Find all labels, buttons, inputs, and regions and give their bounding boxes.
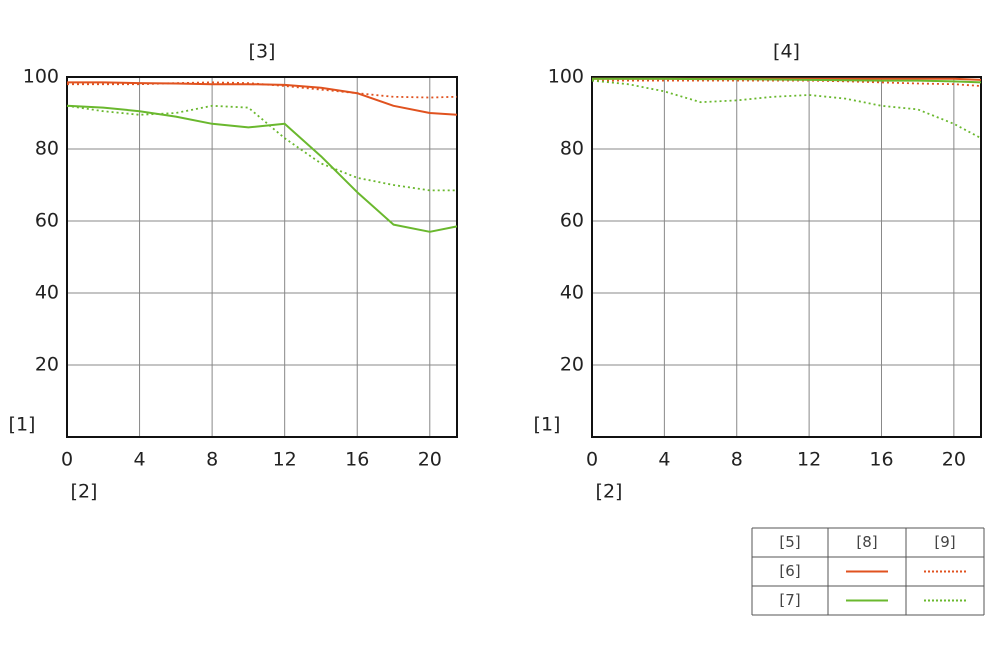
series-line xyxy=(66,104,458,233)
x-tick-label: 12 xyxy=(273,449,297,471)
y-tick-label: 40 xyxy=(35,282,59,304)
legend-row-label: [6] xyxy=(779,562,800,580)
y-tick-label: 20 xyxy=(35,354,59,376)
series-line xyxy=(66,104,457,192)
y-tick-label: 60 xyxy=(35,210,59,232)
legend-header: [9] xyxy=(934,533,955,551)
y-axis-label: [1] xyxy=(534,414,561,436)
x-tick-label: 12 xyxy=(797,449,821,471)
x-tick-label: 20 xyxy=(418,449,442,471)
legend-header: [8] xyxy=(856,533,877,551)
plot-frame xyxy=(591,76,982,438)
y-tick-label: 60 xyxy=(560,210,584,232)
x-tick-label: 4 xyxy=(134,449,146,471)
x-tick-label: 8 xyxy=(731,449,743,471)
x-tick-label: 0 xyxy=(61,449,73,471)
x-axis-label: [2] xyxy=(71,481,98,503)
y-tick-label: 100 xyxy=(548,66,584,88)
x-tick-label: 0 xyxy=(586,449,598,471)
x-tick-label: 20 xyxy=(942,449,966,471)
series-line xyxy=(67,81,458,116)
x-tick-label: 4 xyxy=(658,449,670,471)
y-tick-label: 80 xyxy=(35,138,59,160)
legend-header: [5] xyxy=(779,533,800,551)
chart: [3] 20 40 60 80 100 0 4 8 12 16 20 [1] [2] xyxy=(9,41,458,503)
chart: [4] 20 40 60 80 100 0 4 8 12 16 20 [1] [2] xyxy=(534,41,982,503)
series-line xyxy=(592,77,982,84)
x-tick-label: 16 xyxy=(345,449,369,471)
legend-table: [5] [8] [9] [6] [7] xyxy=(751,527,985,616)
y-axis-label: [1] xyxy=(9,414,36,436)
y-tick-label: 100 xyxy=(23,66,59,88)
series-line xyxy=(67,81,458,99)
series-line xyxy=(592,79,982,87)
x-tick-label: 8 xyxy=(206,449,218,471)
y-tick-label: 40 xyxy=(560,282,584,304)
chart-title: [3] xyxy=(249,41,276,63)
x-tick-label: 16 xyxy=(869,449,893,471)
legend-row-label: [7] xyxy=(779,591,800,609)
x-axis-label: [2] xyxy=(596,481,623,503)
y-tick-label: 80 xyxy=(560,138,584,160)
series-line xyxy=(591,79,982,139)
chart-title: [4] xyxy=(773,41,800,63)
plot-frame xyxy=(66,76,458,438)
y-tick-label: 20 xyxy=(560,354,584,376)
